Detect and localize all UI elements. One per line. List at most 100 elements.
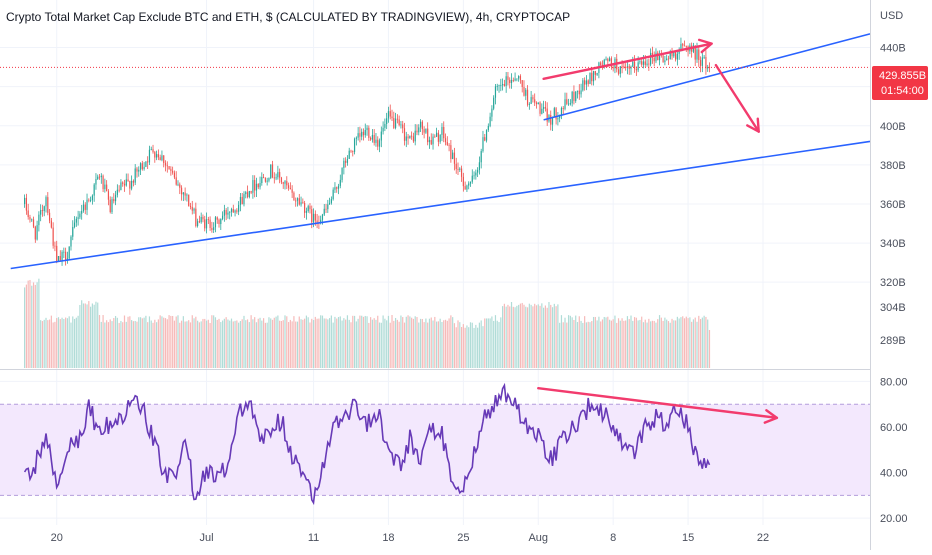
candle-body xyxy=(24,197,26,204)
volume-bar xyxy=(189,322,192,368)
volume-bar xyxy=(567,315,570,368)
candle-body xyxy=(471,175,473,182)
candle-body xyxy=(419,121,422,128)
candle-body xyxy=(487,125,489,130)
volume-bar xyxy=(127,316,129,368)
volume-bar xyxy=(657,319,659,368)
candle-body xyxy=(36,225,38,240)
volume-bar xyxy=(239,321,242,368)
candle-body xyxy=(263,177,265,179)
candle-body xyxy=(398,119,400,126)
volume-bar xyxy=(123,315,126,368)
candle-body xyxy=(605,58,607,60)
candle-body xyxy=(384,124,386,128)
volume-bar xyxy=(116,317,118,368)
volume-bar xyxy=(213,315,215,368)
candle-body xyxy=(54,245,56,247)
volume-bar xyxy=(377,315,379,368)
volume-bar xyxy=(268,317,270,368)
candle-body xyxy=(559,114,561,119)
candle-body xyxy=(680,43,682,51)
candle-body xyxy=(676,53,678,60)
candle-body xyxy=(493,97,495,109)
candle-body xyxy=(139,163,142,170)
price-tick-label: 360B xyxy=(880,199,906,211)
candle-body xyxy=(489,116,491,126)
candle-body xyxy=(279,172,281,178)
candle-body xyxy=(118,189,120,191)
candle-body xyxy=(580,90,582,95)
candle-body xyxy=(464,186,466,190)
candle-body xyxy=(98,176,101,178)
volume-bar xyxy=(708,330,711,368)
candle-body xyxy=(353,138,356,152)
volume-bar xyxy=(291,321,293,368)
candle-body xyxy=(84,204,86,210)
volume-bar xyxy=(227,319,229,368)
volume-bar xyxy=(47,320,49,368)
volume-bar xyxy=(177,315,179,368)
volume-bar xyxy=(389,322,391,368)
volume-bar xyxy=(544,305,546,368)
volume-bar xyxy=(161,316,163,368)
volume-bar xyxy=(578,316,580,368)
volume-bar xyxy=(457,320,459,368)
candle-body xyxy=(436,132,438,137)
candle-body xyxy=(314,213,316,221)
volume-bar xyxy=(682,316,684,368)
volume-bar xyxy=(534,303,536,368)
volume-axis: 304B 289B xyxy=(880,302,906,347)
volume-bar xyxy=(211,315,213,368)
rsi-axis[interactable]: 80.00 60.00 40.00 20.00 xyxy=(880,376,908,525)
volume-bar xyxy=(559,322,561,368)
candle-body xyxy=(198,221,200,223)
candle-body xyxy=(641,61,643,65)
candle-body xyxy=(248,190,250,198)
price-tick-label: 340B xyxy=(880,238,906,250)
candle-body xyxy=(284,181,286,184)
volume-bar xyxy=(75,317,77,368)
candle-body xyxy=(578,90,580,95)
volume-bar xyxy=(553,303,555,368)
volume-bar xyxy=(353,315,356,368)
volume-bar xyxy=(619,320,621,368)
volume-bar xyxy=(279,320,281,368)
candle-body xyxy=(373,135,375,143)
volume-bar xyxy=(54,321,56,368)
candle-body xyxy=(202,217,204,220)
candle-body xyxy=(205,219,208,229)
candle-body xyxy=(477,170,479,173)
volume-bar xyxy=(443,320,445,368)
volume-bar xyxy=(551,307,554,368)
candle-body xyxy=(403,128,406,141)
volume-bar xyxy=(218,318,220,368)
time-axis[interactable]: 20 Jul 11 18 25 Aug 8 15 22 xyxy=(51,532,770,544)
candle-body xyxy=(220,218,222,225)
volume-bar xyxy=(375,319,377,368)
candle-body xyxy=(512,79,514,81)
volume-bar xyxy=(104,322,106,368)
volume-bar xyxy=(207,319,209,368)
volume-bar xyxy=(683,318,686,368)
candle-body xyxy=(405,136,407,141)
trendline xyxy=(543,33,871,121)
candle-body xyxy=(400,124,402,126)
candle-body xyxy=(52,227,54,246)
volume-bar xyxy=(478,322,481,368)
volume-bar xyxy=(444,319,447,368)
price-axis[interactable]: USD 440B 400B 380B 360B 340B 320B xyxy=(880,10,906,289)
volume-bar xyxy=(40,320,42,368)
volume-bar xyxy=(38,278,40,368)
volume-bar xyxy=(289,319,291,368)
candle-body xyxy=(625,67,627,68)
volume-bar xyxy=(238,322,240,368)
candle-body xyxy=(204,219,206,229)
rsi-tick-label: 20.00 xyxy=(880,513,908,525)
candle-body xyxy=(596,72,598,75)
volume-bar xyxy=(334,316,336,368)
price-arrow-head xyxy=(746,117,760,133)
volume-bar xyxy=(676,316,678,368)
candle-body xyxy=(382,127,384,132)
candle-body xyxy=(138,169,140,172)
